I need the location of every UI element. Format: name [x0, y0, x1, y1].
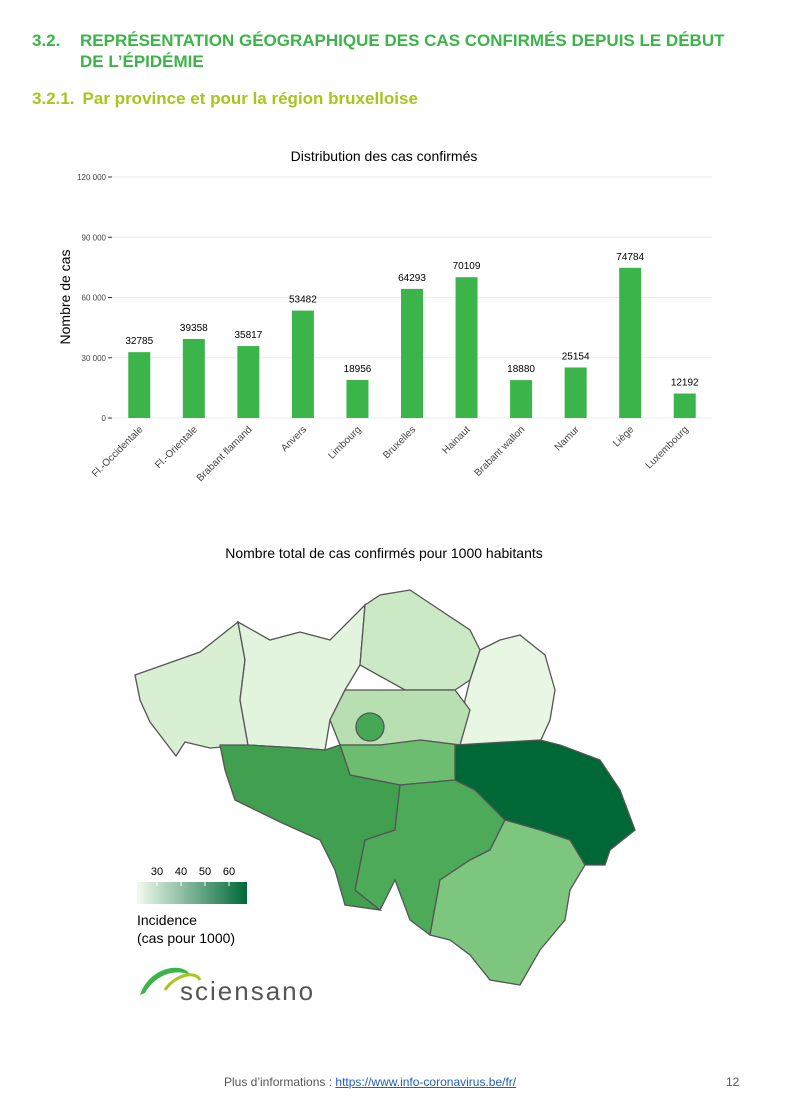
value-label: 74784: [616, 252, 644, 263]
footer-label: Plus d’informations :: [224, 1075, 333, 1089]
y-axis-label: Nombre de cas: [57, 250, 73, 345]
legend-tick-label: 50: [199, 866, 211, 878]
logo-text: sciensano: [180, 976, 315, 1006]
bar: [291, 310, 314, 418]
figure: Distribution des cas confirmés Nombre de…: [57, 148, 712, 1006]
logo-swirl: [140, 967, 190, 995]
bar: [455, 277, 478, 418]
value-label: 18956: [344, 364, 372, 375]
value-label: 32785: [125, 336, 153, 347]
map: [134, 589, 636, 986]
x-tick-label: Brabant flamand: [195, 424, 255, 484]
value-label: 25154: [562, 351, 590, 362]
bar: [564, 367, 587, 418]
logo-swirl: [163, 973, 202, 991]
y-tick-label: 30 000: [82, 354, 107, 363]
bar: [128, 352, 151, 418]
x-tick-label: Namur: [553, 424, 582, 453]
value-label: 35817: [234, 330, 262, 341]
subheading: 3.2.1. Par province et pour la région bru…: [32, 89, 418, 109]
legend-title: Incidence: [137, 912, 197, 928]
x-tick-label: Limbourg: [326, 424, 363, 461]
province: [429, 819, 586, 986]
legend-colorbar: [137, 882, 247, 904]
y-tick-label: 90 000: [82, 233, 107, 242]
province: [355, 712, 385, 742]
x-tick-label: Liège: [611, 424, 636, 449]
province: [329, 689, 471, 746]
bar: [346, 379, 369, 418]
x-tick-label: Fl.-Orientale: [153, 424, 200, 471]
logo: sciensano: [140, 967, 315, 1006]
x-tick-label: Hainaut: [441, 424, 473, 456]
province: [459, 634, 556, 746]
y-tick-label: 60 000: [82, 294, 107, 303]
x-tick-label: Brabant wallon: [473, 424, 528, 479]
footer-link[interactable]: https://www.info-coronavirus.be/fr/: [335, 1075, 517, 1089]
bar: [237, 346, 260, 418]
province: [359, 589, 481, 691]
heading-title: REPRÉSENTATION GÉOGRAPHIQUE DES CAS CONF…: [80, 31, 725, 71]
value-label: 70109: [453, 261, 481, 272]
legend-tick-label: 60: [223, 866, 235, 878]
heading-number: 3.2.: [32, 31, 61, 50]
province: [454, 739, 636, 866]
value-label: 12192: [671, 378, 699, 389]
chart-title: Distribution des cas confirmés: [291, 148, 478, 164]
value-label: 18880: [507, 364, 535, 375]
subheading-number: 3.2.1.: [32, 89, 75, 108]
subheading-title: Par province et pour la région bruxelloi…: [82, 89, 418, 108]
bar: [619, 267, 642, 418]
province: [134, 620, 249, 758]
x-tick-label: Bruxelles: [381, 424, 418, 461]
x-tick-label: Anvers: [279, 424, 309, 454]
legend-title: (cas pour 1000): [137, 930, 235, 946]
value-label: 39358: [180, 323, 208, 334]
map-title: Nombre total de cas confirmés pour 1000 …: [225, 545, 543, 561]
footer-text: Plus d’informations : https://www.info-c…: [224, 1075, 516, 1089]
y-tick-label: 0: [102, 414, 107, 423]
bar: [673, 393, 696, 418]
x-tick-label: Luxembourg: [644, 424, 691, 471]
value-label: 64293: [398, 273, 426, 284]
bar: [510, 380, 533, 418]
page-number: 12: [726, 1075, 740, 1089]
y-tick-label: 120 000: [77, 173, 106, 182]
legend-tick-label: 30: [151, 866, 163, 878]
bar: [182, 338, 205, 418]
x-tick-label: Fl.-Occidentale: [90, 424, 146, 480]
heading: 3.2. REPRÉSENTATION GÉOGRAPHIQUE DES CAS …: [32, 30, 752, 72]
bar: [401, 288, 423, 418]
value-label: 53482: [289, 295, 317, 306]
legend-tick-label: 40: [175, 866, 187, 878]
